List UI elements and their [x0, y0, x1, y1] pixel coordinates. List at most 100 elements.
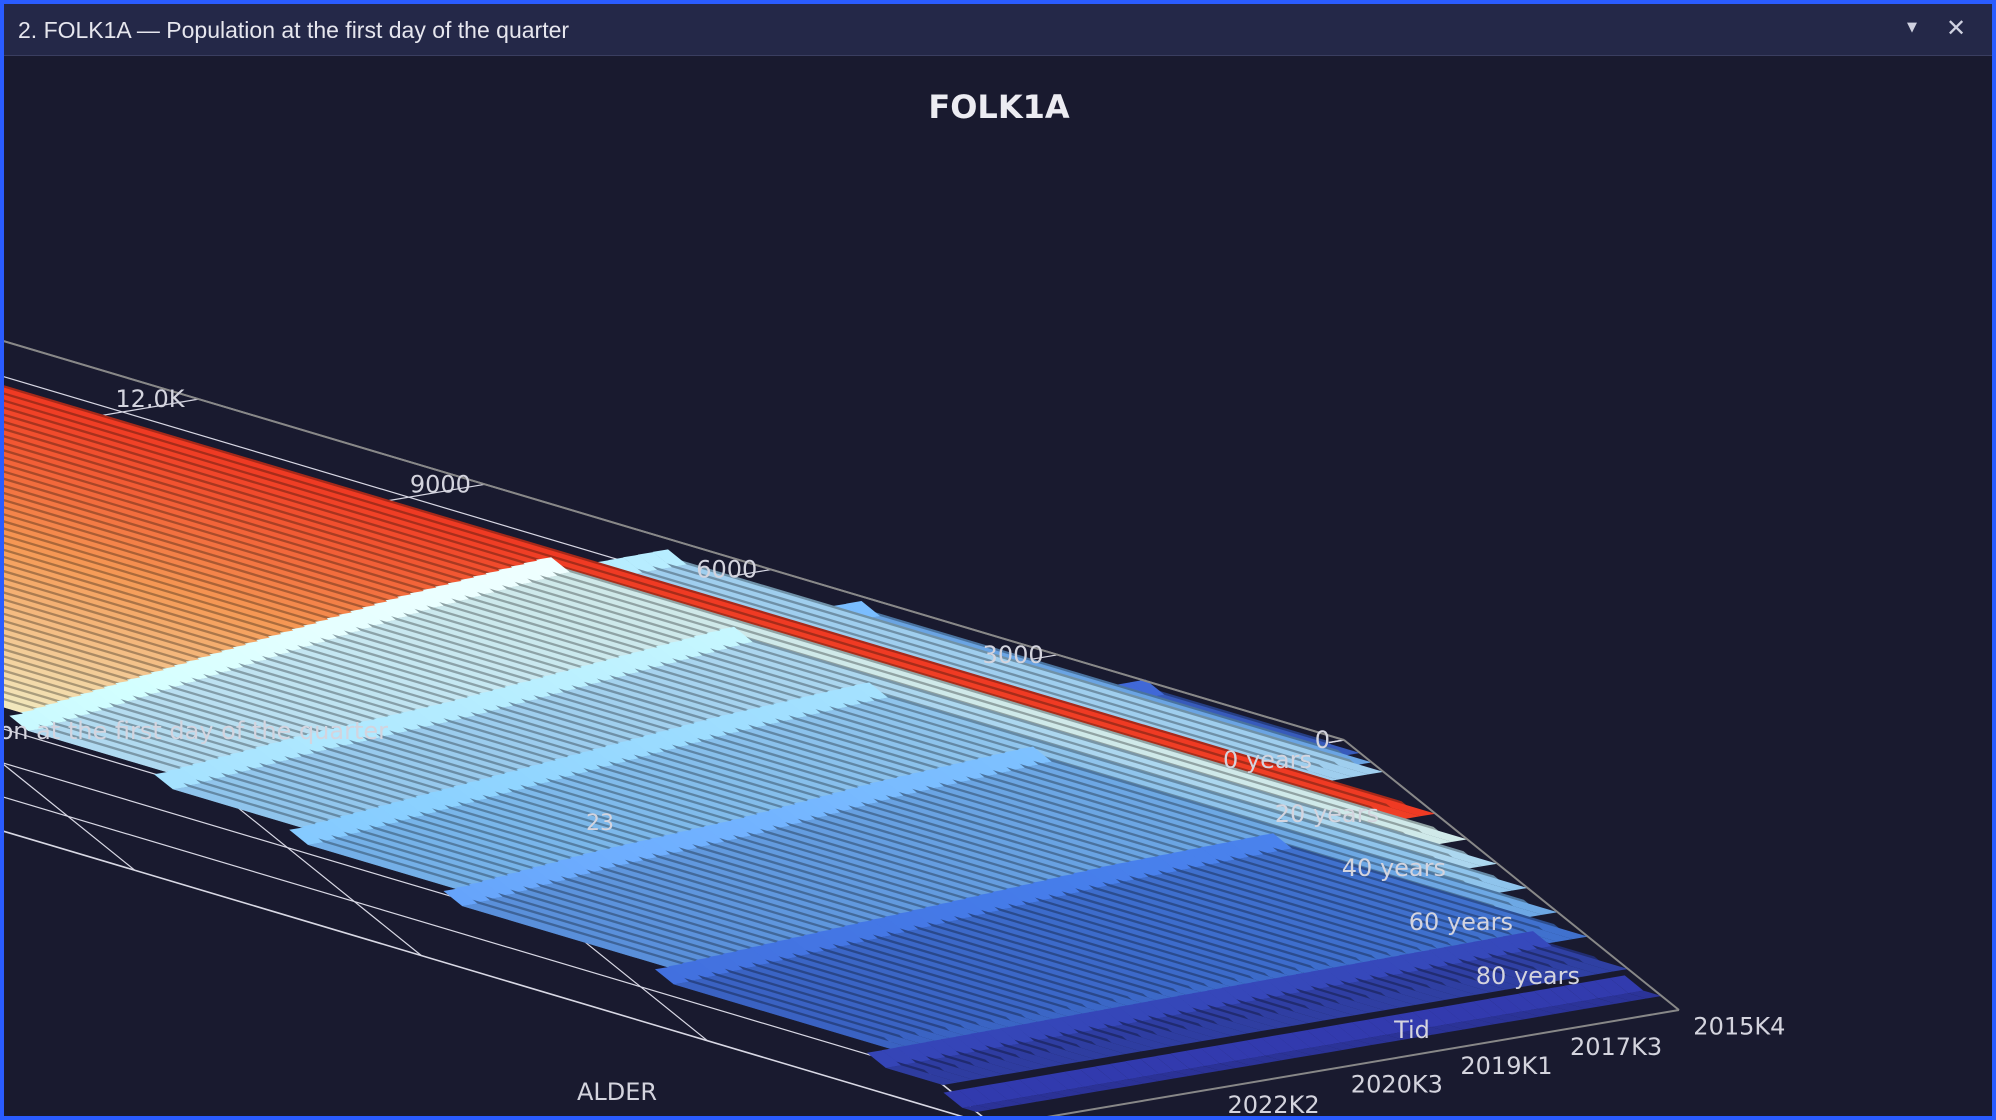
bar-face	[687, 978, 934, 1050]
bar-face	[1204, 1063, 1236, 1071]
bar3d-chart[interactable]: FOLK1A Population at the first day of th…	[4, 56, 1992, 1120]
bar-face	[656, 567, 1369, 777]
bar-top	[676, 829, 711, 848]
bar-top	[185, 659, 220, 677]
bar-top	[881, 1047, 916, 1066]
bar-top	[938, 901, 973, 920]
z-axis-title: Population at the first day of the quart…	[4, 717, 388, 745]
bar-top	[719, 713, 754, 732]
bar-face	[1370, 1034, 1403, 1043]
bar-face	[1433, 965, 1522, 990]
chevron-down-icon[interactable]: ▼	[1907, 20, 1917, 35]
bar-face	[725, 645, 1483, 869]
bar-top	[923, 768, 958, 786]
bar-top	[529, 763, 563, 782]
bar-top	[1170, 1050, 1205, 1069]
bar-top	[494, 875, 528, 893]
bar-top	[909, 771, 944, 789]
bar-top	[1207, 988, 1242, 1006]
bar-top	[256, 637, 291, 656]
bar-face	[1037, 898, 1330, 983]
bar-face	[554, 572, 1468, 842]
bar-face	[671, 564, 1384, 775]
window-titlebar[interactable]: 2. FOLK1A — Population at the first day …	[4, 4, 1992, 56]
bar-top	[762, 941, 797, 960]
bar-top	[1412, 1009, 1447, 1027]
bar-band	[943, 975, 1662, 1112]
close-icon[interactable]: ✕	[1945, 14, 1967, 42]
bar-top	[722, 951, 757, 969]
y-tick-label: 2023K4	[1104, 1112, 1196, 1120]
bar-top	[943, 1090, 978, 1108]
bar-top	[1185, 1048, 1220, 1066]
bar-top	[896, 1044, 931, 1063]
bar-face	[1446, 1021, 1479, 1030]
bar-top	[1325, 966, 1360, 984]
bar-top	[229, 751, 264, 770]
bar-top	[44, 702, 79, 721]
bar-face	[1386, 1032, 1418, 1040]
bar-top	[162, 666, 197, 684]
bar-face	[984, 910, 1269, 994]
bar-top	[427, 703, 462, 722]
bar-top	[414, 706, 449, 725]
age-axis-line	[1343, 739, 1680, 1011]
bar-top	[491, 773, 526, 792]
bar-face	[1048, 1035, 1126, 1057]
chart-area[interactable]: FOLK1A Population at the first day of th…	[4, 56, 1992, 1120]
bar-top	[1548, 985, 1583, 1004]
bar-face	[1033, 1038, 1111, 1060]
bar-face	[1431, 1024, 1464, 1032]
bar-top	[447, 580, 482, 599]
bar-face	[1234, 1058, 1266, 1066]
bar-top	[544, 861, 579, 880]
bar-top	[338, 612, 373, 630]
bar-face	[1159, 1071, 1190, 1079]
bar-top	[1029, 1020, 1064, 1039]
bar-face	[930, 923, 1208, 1004]
bar-face	[1299, 989, 1385, 1013]
bar-top	[1059, 873, 1094, 892]
bar-face	[872, 697, 1528, 891]
bar-top	[743, 814, 778, 832]
bar-face	[849, 941, 1116, 1019]
bar-face	[1344, 981, 1431, 1005]
bar-top	[1114, 861, 1149, 880]
bar-face	[1355, 1037, 1388, 1045]
y-axis-title: Tid	[1393, 1016, 1430, 1044]
bar-top	[706, 630, 741, 648]
bar-top	[793, 800, 828, 819]
bar-top	[827, 688, 862, 707]
bar-top	[209, 651, 244, 670]
bar-top	[468, 881, 503, 900]
bar-face	[1522, 1008, 1555, 1017]
bar-top	[422, 587, 457, 606]
bar-top	[1049, 1071, 1084, 1090]
bar-top	[1148, 998, 1182, 1017]
bar-top	[498, 567, 533, 585]
bar-face	[835, 944, 1101, 1022]
bar-face	[992, 1099, 1023, 1107]
bar-face	[1403, 970, 1492, 995]
bar-face	[1118, 879, 1421, 968]
bar-top	[884, 914, 919, 932]
bar-face	[889, 932, 1162, 1012]
bar-top	[566, 753, 601, 772]
bar-top	[365, 807, 399, 825]
bar-top	[1236, 982, 1271, 1001]
bar-top	[529, 677, 564, 695]
bar-top	[668, 640, 703, 659]
bar-top	[531, 864, 566, 883]
bar-top	[1200, 1045, 1235, 1064]
bar-top	[1019, 883, 1054, 901]
bar-top	[192, 761, 226, 780]
bar-top	[1579, 980, 1614, 999]
bar-face	[1176, 868, 1482, 958]
bar-top	[1502, 933, 1537, 952]
bar-top	[346, 722, 381, 741]
bar-top	[690, 826, 725, 845]
bar-face	[1133, 876, 1436, 965]
bar-top	[1291, 1030, 1326, 1048]
bar-face	[1036, 761, 1558, 915]
